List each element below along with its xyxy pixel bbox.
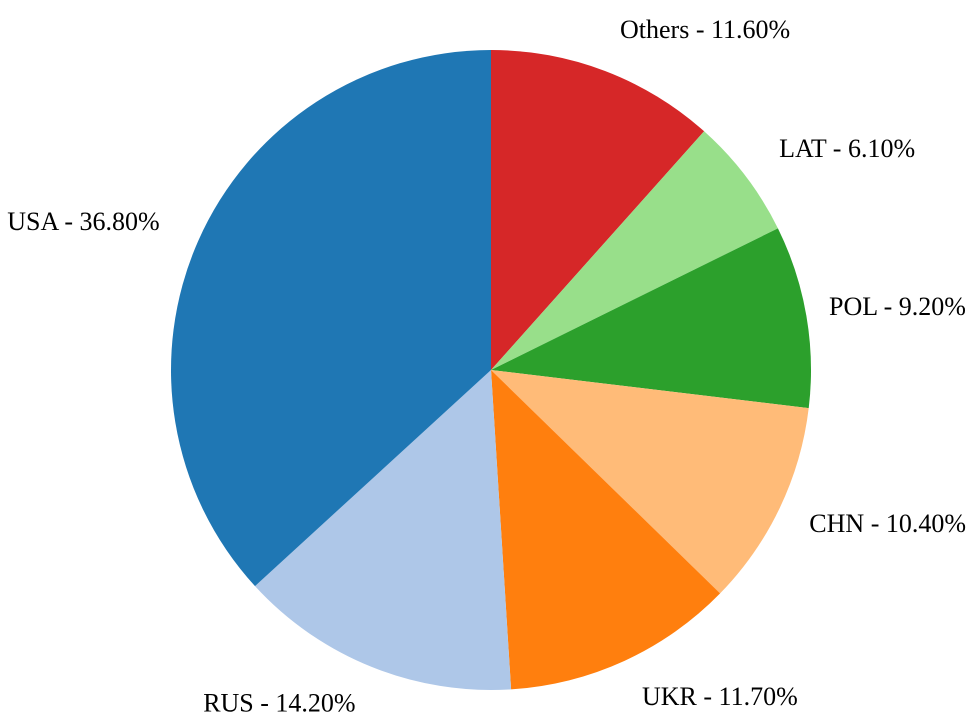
pie-slice-ukr [491,370,721,690]
pie-label-chn: CHN - 10.40% [809,509,966,538]
pie-label-lat: LAT - 6.10% [779,134,915,163]
pie-slices [171,50,811,691]
pie-label-rus: RUS - 14.20% [203,689,355,718]
pie-slice-chn [491,370,809,594]
pie-slice-usa [171,50,491,587]
pie-label-pol: POL - 9.20% [829,292,966,321]
pie-slice-pol [491,228,811,409]
pie-slice-others [491,50,705,370]
pie-slice-rus [255,370,512,691]
pie-label-usa: USA - 36.80% [7,207,159,236]
pie-labels: Others - 11.60% LAT - 6.10% POL - 9.20% CHN… [7,15,966,718]
pie-slice-lat [491,131,778,370]
pie-label-others: Others - 11.60% [620,15,790,44]
pie-label-ukr: UKR - 11.70% [642,682,798,711]
